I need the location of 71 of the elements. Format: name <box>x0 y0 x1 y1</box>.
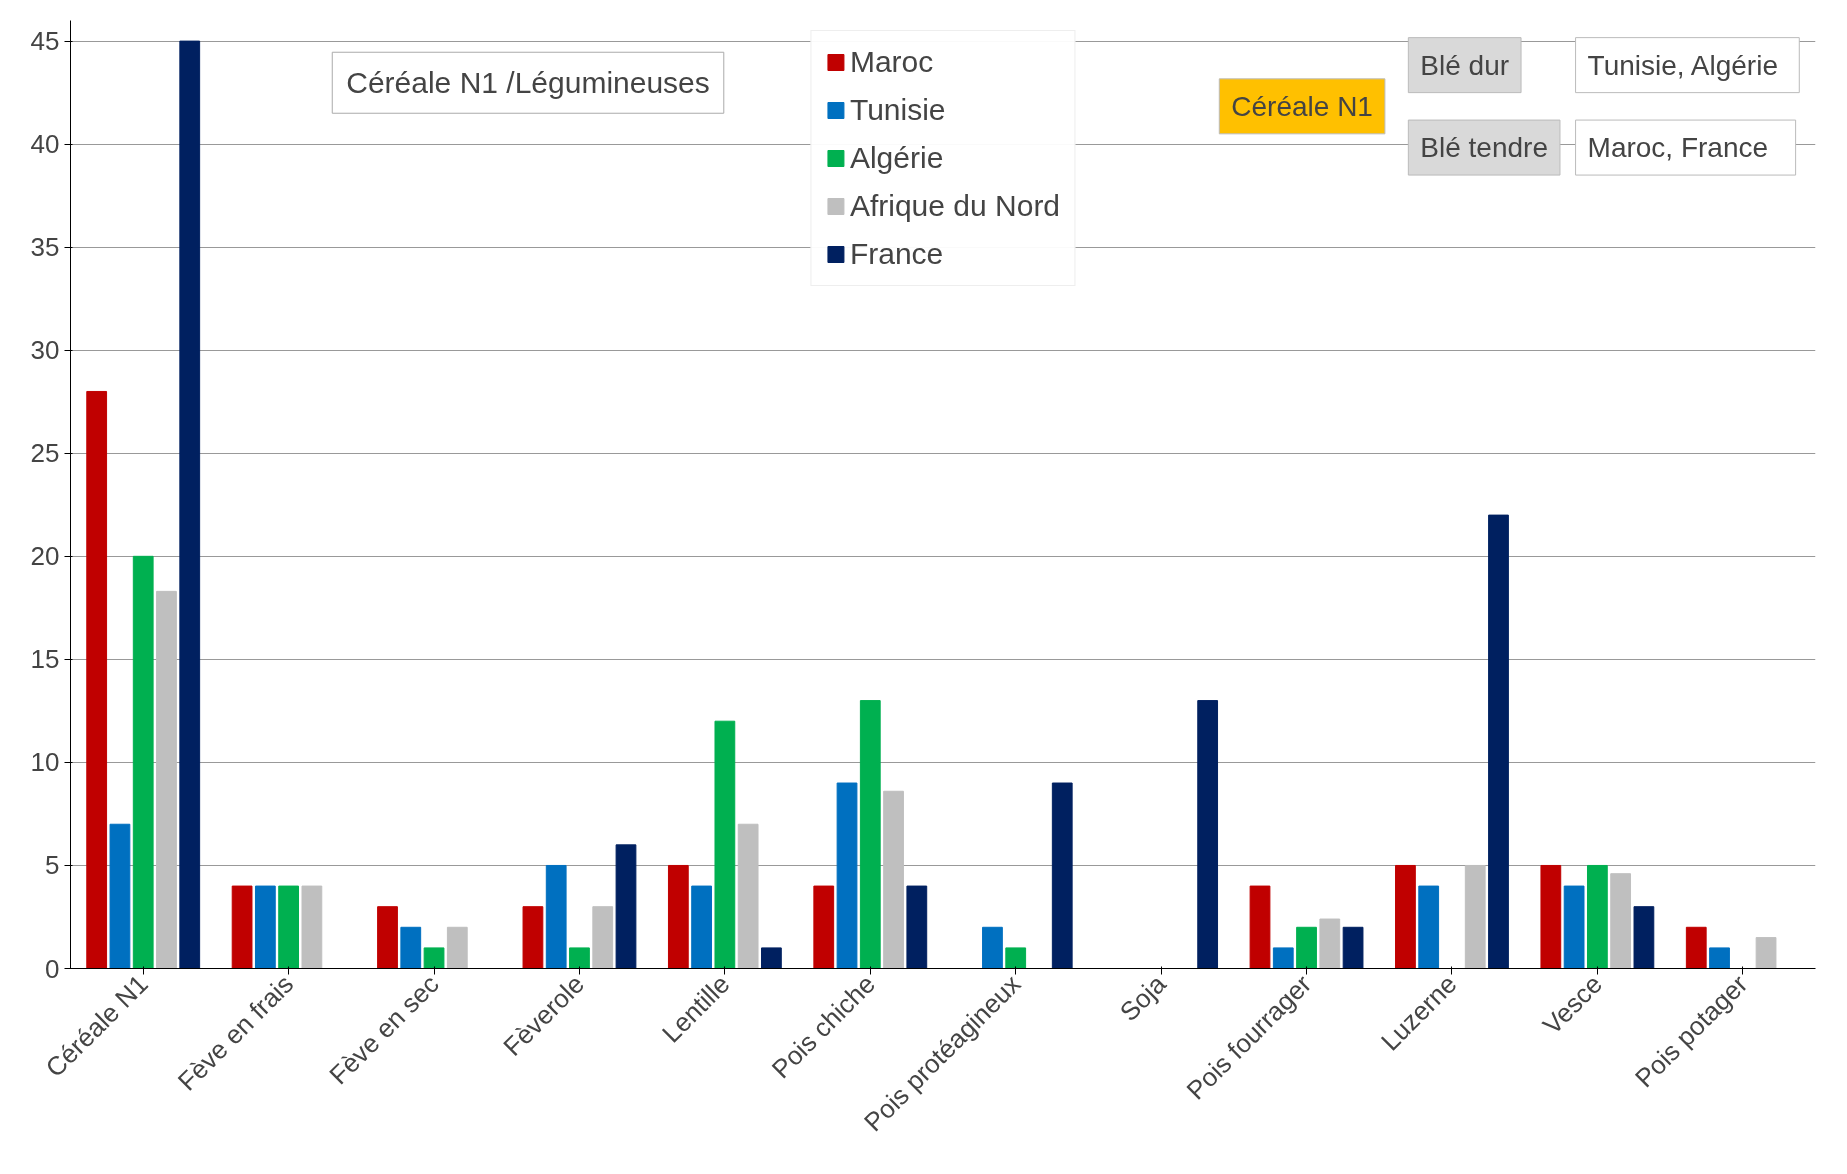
y-tick-label: 45 <box>30 26 60 57</box>
legend-label: Afrique du Nord <box>849 189 1061 223</box>
legend-label: France <box>849 237 944 271</box>
bar <box>836 782 858 969</box>
bar <box>1319 918 1341 969</box>
bar <box>545 864 567 969</box>
bar <box>522 906 544 969</box>
annotation: Blé dur <box>1420 49 1510 81</box>
bar <box>1685 926 1707 969</box>
bar <box>1272 947 1294 969</box>
bar <box>254 885 276 969</box>
bar <box>1488 514 1509 969</box>
bar <box>737 823 759 969</box>
bar <box>569 947 590 969</box>
legend-label: Tunisie <box>849 93 946 127</box>
bar <box>86 390 108 969</box>
bar <box>691 885 712 969</box>
bar <box>1296 926 1317 969</box>
annotation: Blé tendre <box>1420 132 1548 164</box>
bar <box>132 555 154 969</box>
y-tick-label: 25 <box>30 438 60 469</box>
legend-label: Algérie <box>849 141 944 175</box>
text: Céréale N1 /Légumineuses <box>346 66 710 100</box>
annotation: Tunisie, Algérie <box>1587 49 1778 81</box>
bar <box>301 885 323 969</box>
bar <box>1395 864 1416 969</box>
legend-label: Maroc <box>849 45 934 79</box>
bar <box>982 926 1003 969</box>
bar <box>1197 700 1219 969</box>
bar <box>1563 885 1585 969</box>
annotation: Maroc, France <box>1587 132 1769 164</box>
bar <box>906 885 928 969</box>
x-tick-label: Soja <box>1113 968 1173 1027</box>
bar <box>761 947 782 969</box>
y-tick-label: 0 <box>45 953 60 984</box>
bar <box>400 926 422 969</box>
bar <box>1464 864 1486 969</box>
bar <box>423 947 445 969</box>
bar <box>1249 885 1271 969</box>
bar <box>615 844 637 969</box>
y-tick-label: 40 <box>30 129 60 160</box>
y-tick-label: 10 <box>30 747 60 778</box>
y-tick-label: 5 <box>45 850 60 881</box>
bar <box>667 864 689 969</box>
bar <box>1755 937 1777 969</box>
bar <box>1586 864 1608 969</box>
y-tick-label: 35 <box>30 232 60 263</box>
bar <box>377 906 398 969</box>
bar <box>1342 926 1364 969</box>
bar <box>446 926 468 969</box>
bar <box>1418 885 1440 969</box>
bar <box>1633 906 1655 969</box>
y-tick-label: 30 <box>30 335 60 366</box>
bar <box>1709 947 1730 969</box>
bar <box>813 885 835 969</box>
bar <box>179 40 201 969</box>
bar <box>278 885 300 969</box>
y-tick-label: 15 <box>30 644 60 675</box>
bar <box>883 790 904 969</box>
bar <box>714 720 736 969</box>
annotation: Céréale N1 <box>1231 90 1373 122</box>
bar <box>592 906 614 969</box>
bar <box>109 823 131 969</box>
bar <box>1610 873 1632 969</box>
bar <box>1005 947 1027 969</box>
bar <box>156 590 177 969</box>
bar <box>1540 864 1562 969</box>
y-tick-label: 20 <box>30 541 60 572</box>
bar <box>231 885 253 969</box>
bar <box>1051 782 1073 969</box>
bar <box>859 700 881 969</box>
